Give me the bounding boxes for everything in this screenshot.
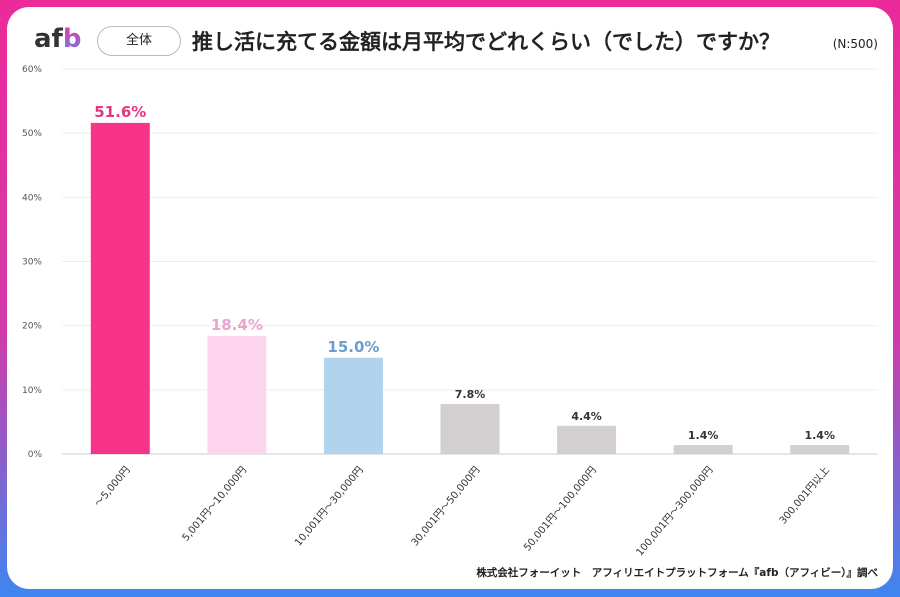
bar [673,445,733,454]
chart-title: 推し活に充てる金額は月平均でどれくらい（でした）ですか？ [192,30,780,54]
x-tick-label: 30,001円～50,000円 [410,465,483,549]
data-label: 51.6% [94,103,146,121]
chart-card [7,7,893,589]
y-tick-label: 10% [22,386,42,396]
data-label: 1.4% [804,429,835,442]
segment-badge: 全体 [97,26,181,56]
data-label: 18.4% [211,316,263,334]
x-tick-label: 300,001円以上 [777,464,832,526]
x-tick-label: 50,001円～100,000円 [522,465,599,554]
y-tick-label: 20% [22,322,42,332]
bar [440,403,500,454]
y-tick-label: 0% [28,450,43,460]
afb-logo: afb [34,24,82,54]
data-label: 4.4% [571,410,602,423]
y-tick-label: 30% [22,258,42,268]
y-tick-label: 50% [22,129,42,139]
bar [90,122,150,455]
x-tick-label: 100,001円～300,000円 [635,465,716,558]
bar [790,445,850,454]
bar [207,335,267,454]
data-label: 1.4% [688,429,719,442]
x-tick-label: 5,001円～10,000円 [181,465,250,544]
y-tick-label: 40% [22,193,42,203]
x-tick-label: 10,001円～30,000円 [293,465,366,549]
source-credit: 株式会社フォーイット アフィリエイトプラットフォーム『afb（アフィビー）』調べ [476,567,878,579]
y-tick-label: 60% [22,65,42,75]
data-label: 7.8% [455,388,486,401]
bar [323,357,383,454]
x-tick-label: ～5,000円 [93,465,133,509]
bar [557,425,617,454]
data-label: 15.0% [327,338,379,356]
sample-size: (N:500) [832,37,878,51]
